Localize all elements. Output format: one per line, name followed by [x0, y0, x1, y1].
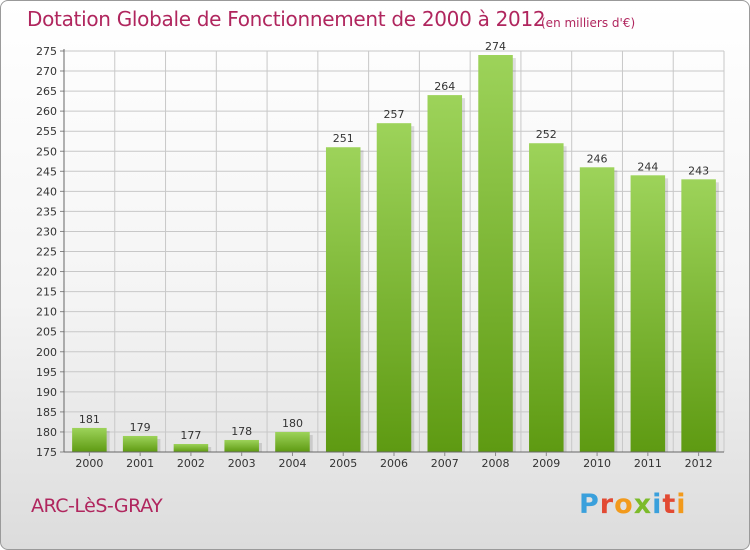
logo-letter: o: [614, 489, 634, 520]
bar-value-label: 181: [79, 413, 100, 426]
y-tick-label: 175: [36, 446, 57, 459]
bar-value-label: 246: [587, 152, 608, 165]
logo-letter: i: [652, 489, 663, 520]
y-tick-label: 245: [36, 165, 57, 178]
x-tick-label: 2007: [431, 457, 459, 470]
bar-value-label: 244: [637, 160, 658, 173]
x-tick-label: 2010: [583, 457, 611, 470]
bar: [325, 147, 361, 453]
chart-unit-label: (en milliers d'€): [541, 16, 636, 30]
bar-value-label: 264: [434, 80, 455, 93]
bar: [681, 179, 716, 452]
y-tick-label: 185: [36, 406, 57, 419]
bar: [630, 175, 666, 452]
bar: [173, 443, 209, 452]
bar-value-label: 177: [180, 429, 201, 442]
commune-name: ARC-LèS-GRAY: [31, 495, 163, 517]
bar: [529, 143, 564, 453]
bar: [224, 439, 259, 452]
y-tick-label: 275: [36, 45, 57, 58]
bar-value-label: 243: [688, 164, 709, 177]
x-tick-label: 2004: [278, 457, 306, 470]
y-tick-label: 230: [36, 225, 57, 238]
x-tick-label: 2005: [329, 457, 357, 470]
y-tick-label: 260: [36, 105, 57, 118]
x-tick-label: 2012: [685, 457, 713, 470]
bar-value-label: 257: [384, 108, 405, 121]
logo-letter: t: [662, 489, 677, 520]
y-tick-label: 225: [36, 246, 57, 259]
bar: [478, 55, 513, 452]
y-tick-label: 255: [36, 125, 57, 138]
logo-letter: r: [599, 489, 615, 520]
bar-value-label: 178: [231, 425, 252, 438]
proxiti-logo: Proxiti: [579, 489, 687, 520]
bar: [376, 123, 412, 453]
y-tick-label: 270: [36, 65, 57, 78]
x-tick-label: 2008: [482, 457, 510, 470]
x-tick-label: 2002: [177, 457, 205, 470]
chart-title: Dotation Globale de Fonctionnement de 20…: [27, 7, 546, 31]
y-tick-label: 240: [36, 185, 57, 198]
bar: [122, 435, 158, 452]
y-tick-label: 180: [36, 426, 57, 439]
logo-letter: P: [579, 489, 600, 520]
bar: [275, 431, 310, 452]
x-tick-label: 2011: [634, 457, 662, 470]
x-tick-label: 2001: [126, 457, 154, 470]
y-tick-label: 200: [36, 346, 57, 359]
logo-letter: i: [676, 489, 687, 520]
y-tick-label: 215: [36, 286, 57, 299]
y-tick-label: 205: [36, 326, 57, 339]
y-tick-label: 190: [36, 386, 57, 399]
y-tick-label: 250: [36, 145, 57, 158]
y-tick-label: 210: [36, 306, 57, 319]
y-tick-label: 235: [36, 205, 57, 218]
bar: [72, 427, 107, 452]
x-tick-label: 2009: [532, 457, 560, 470]
bar-value-label: 180: [282, 417, 303, 430]
bar: [579, 167, 615, 453]
x-tick-label: 2003: [228, 457, 256, 470]
bar: [427, 95, 463, 453]
logo-letter: x: [633, 489, 653, 520]
y-tick-label: 265: [36, 85, 57, 98]
x-tick-label: 2000: [75, 457, 103, 470]
bar-value-label: 179: [130, 421, 151, 434]
y-tick-label: 220: [36, 266, 57, 279]
bar-value-label: 251: [333, 132, 354, 145]
y-tick-label: 195: [36, 366, 57, 379]
bar-value-label: 274: [485, 40, 506, 53]
bar-value-label: 252: [536, 128, 557, 141]
x-tick-label: 2006: [380, 457, 408, 470]
